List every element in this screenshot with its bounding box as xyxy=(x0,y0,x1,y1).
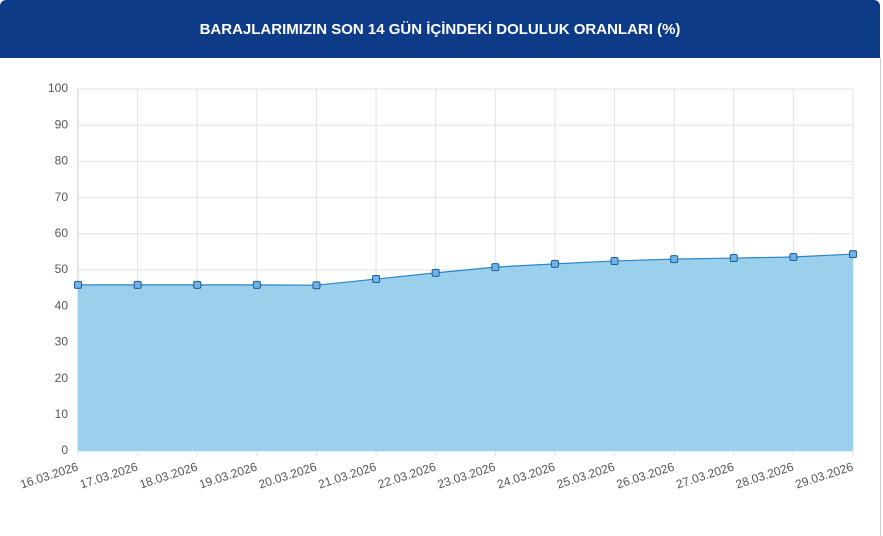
x-tick-label: 21.03.2026 xyxy=(317,459,379,491)
y-tick-label: 80 xyxy=(55,154,69,168)
y-tick-label: 90 xyxy=(55,117,69,131)
y-tick-label: 50 xyxy=(55,262,69,276)
y-tick-label: 100 xyxy=(48,81,68,95)
point xyxy=(252,280,261,289)
line xyxy=(78,253,854,286)
area-fill xyxy=(78,254,853,451)
x-tick-label: 27.03.2026 xyxy=(674,459,736,491)
y-tick-label: 0 xyxy=(61,443,68,457)
x-tick-label: 20.03.2026 xyxy=(257,459,319,491)
x-tick-label: 18.03.2026 xyxy=(138,459,200,491)
x-tick-label: 23.03.2026 xyxy=(436,459,498,491)
point xyxy=(431,268,440,277)
x-tick-label: 24.03.2026 xyxy=(495,459,557,491)
chart-title: BARAJLARIMIZIN SON 14 GÜN İÇİNDEKİ DOLUL… xyxy=(0,0,880,58)
point xyxy=(610,256,619,265)
point xyxy=(550,259,559,268)
point xyxy=(372,275,381,284)
point xyxy=(193,280,202,289)
point xyxy=(789,252,798,261)
x-tick-label: 19.03.2026 xyxy=(197,459,259,491)
y-tick-label: 30 xyxy=(55,335,69,349)
point xyxy=(74,280,82,289)
y-tick-label: 10 xyxy=(55,407,69,421)
point xyxy=(670,255,679,264)
point xyxy=(312,281,321,290)
border xyxy=(880,58,881,536)
point xyxy=(133,280,142,289)
x-tick-label: 17.03.2026 xyxy=(78,459,140,491)
x-tick-label: 26.03.2026 xyxy=(615,459,677,491)
x-tick-label: 28.03.2026 xyxy=(734,459,796,491)
y-tick-label: 20 xyxy=(55,371,69,385)
point xyxy=(729,254,738,263)
y-tick-label: 60 xyxy=(55,226,69,240)
y-tick-label: 70 xyxy=(55,190,69,204)
x-tick-label: 29.03.2026 xyxy=(793,459,855,491)
x-tick-label: 16.03.2026 xyxy=(18,459,80,491)
point xyxy=(849,250,857,259)
point xyxy=(491,263,500,272)
x-tick-label: 22.03.2026 xyxy=(376,459,438,491)
y-tick-label: 40 xyxy=(55,298,69,312)
x-tick-label: 25.03.2026 xyxy=(555,459,617,491)
